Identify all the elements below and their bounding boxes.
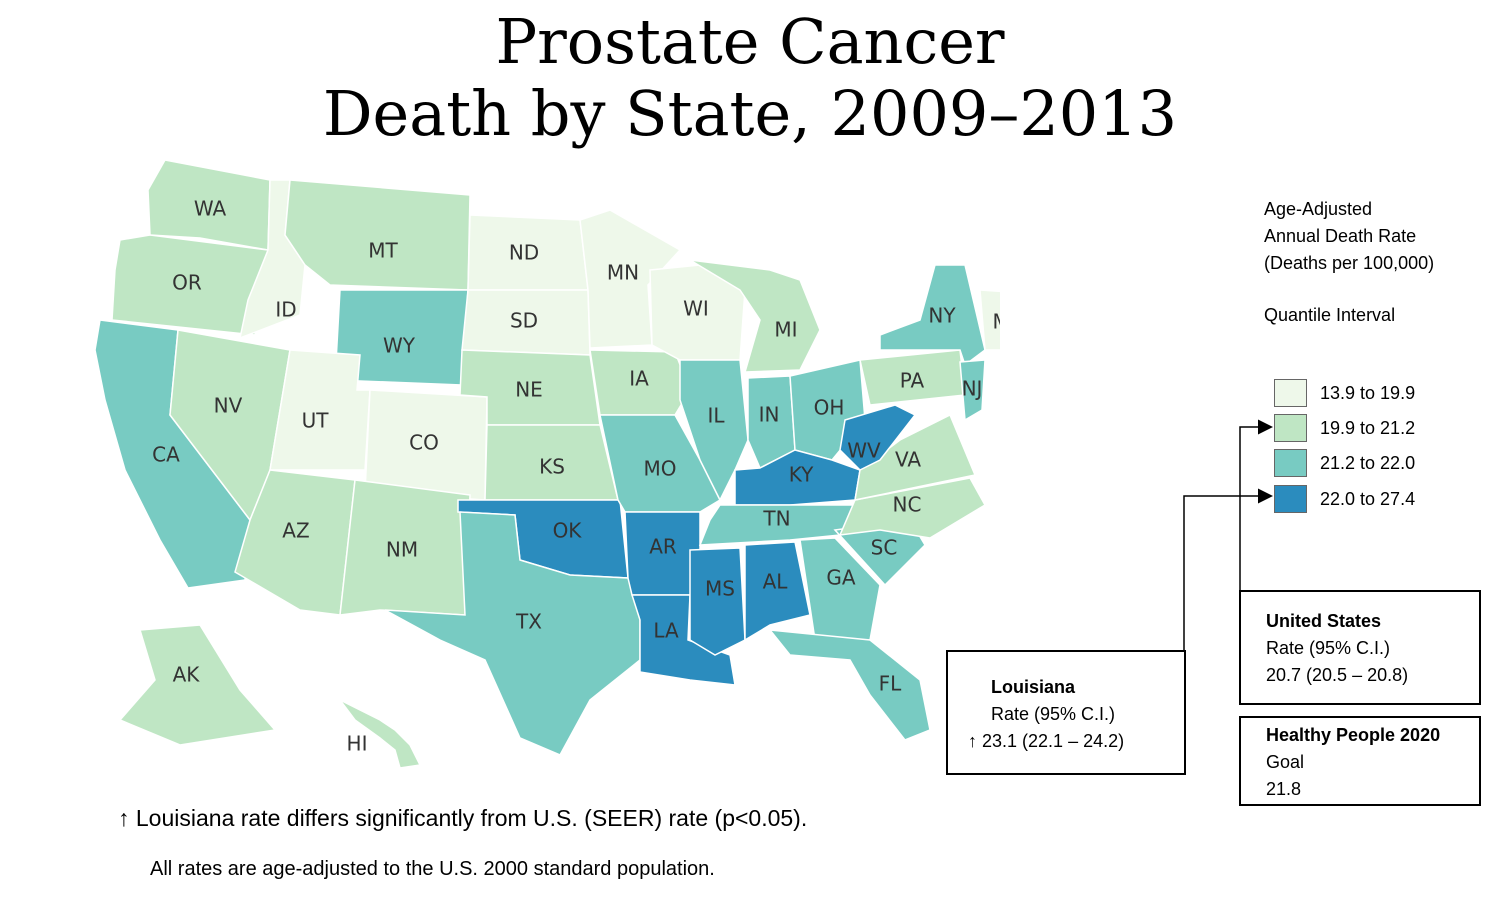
state-ms: [689, 547, 746, 656]
state-label-hi: HI: [347, 732, 368, 756]
state-label-wi: WI: [683, 297, 709, 321]
legend-swatch: [1274, 414, 1307, 442]
state-or: [111, 234, 269, 336]
state-label-ma: MA: [993, 310, 1000, 334]
map-title-line1: Prostate Cancer: [495, 5, 1005, 78]
legend-heading-1: Age-Adjusted: [1264, 199, 1373, 219]
state-fl: [768, 629, 931, 741]
state-label-il: IL: [707, 404, 725, 428]
state-label-ks: KS: [539, 455, 565, 479]
state-label-ca: CA: [152, 443, 180, 467]
hp-goal-value: 21.8: [1266, 779, 1302, 799]
state-label-nm: NM: [386, 538, 418, 562]
state-wv: [839, 404, 917, 471]
state-label-nc: NC: [893, 493, 922, 517]
state-mi: [689, 259, 821, 373]
state-label-mn: MN: [607, 261, 639, 285]
state-label-ia: IA: [629, 367, 649, 391]
legend-item: 13.9 to 19.9: [1274, 378, 1415, 408]
hp-name: Healthy People 2020: [1266, 725, 1441, 745]
state-label-id: ID: [275, 298, 296, 322]
state-label-ut: UT: [302, 409, 330, 433]
state-label-ak: AK: [173, 663, 201, 687]
state-label-nd: ND: [509, 241, 539, 265]
state-label-tn: TN: [762, 507, 790, 531]
louisiana-name: Louisiana: [991, 677, 1076, 697]
state-label-wy: WY: [383, 334, 416, 358]
legend-item-label: 19.9 to 21.2: [1320, 417, 1416, 438]
state-mt: [284, 179, 471, 291]
legend-item: 22.0 to 27.4: [1274, 484, 1415, 514]
state-label-az: AZ: [282, 519, 309, 543]
legend-item-label: 21.2 to 22.0: [1320, 452, 1416, 473]
us-arrow: [1239, 419, 1273, 590]
state-il: [679, 359, 749, 502]
legend-item: 21.2 to 22.0: [1274, 448, 1415, 478]
state-ak: [118, 624, 277, 746]
state-label-mo: MO: [644, 457, 677, 481]
state-label-fl: FL: [879, 672, 903, 696]
legend-item-label: 22.0 to 27.4: [1320, 488, 1416, 509]
state-label-va: VA: [895, 448, 921, 472]
state-label-ne: NE: [515, 378, 543, 402]
healthy-people-box: Healthy People 2020 Goal 21.8: [1239, 716, 1481, 806]
legend-item: 19.9 to 21.2: [1274, 413, 1415, 443]
legend-heading-3: (Deaths per 100,000): [1264, 253, 1435, 273]
louisiana-rate-value: ↑ 23.1 (22.1 – 24.2): [968, 731, 1125, 751]
hp-goal-label: Goal: [1266, 752, 1305, 772]
state-label-wa: WA: [194, 197, 227, 221]
legend-heading-2: Annual Death Rate: [1264, 226, 1417, 246]
state-ga: [799, 537, 881, 641]
state-label-tx: TX: [515, 610, 542, 634]
state-al: [744, 541, 811, 642]
us-name: United States: [1266, 611, 1382, 631]
state-label-in: IN: [759, 403, 780, 427]
state-label-la: LA: [653, 619, 679, 643]
state-label-nv: NV: [214, 394, 243, 418]
state-va: [854, 413, 977, 501]
state-label-ok: OK: [553, 519, 583, 543]
us-rate-label: Rate (95% C.I.): [1266, 638, 1391, 658]
state-ma: [979, 289, 1000, 351]
state-mo: [599, 414, 721, 513]
state-label-mt: MT: [368, 239, 398, 263]
state-label-ny: NY: [928, 304, 956, 328]
state-tx: [384, 511, 641, 756]
state-label-ga: GA: [826, 566, 855, 590]
map-title-line2: Death by State, 2009–2013: [322, 77, 1178, 150]
us-choropleth-map: WA OR CA ID NV MT WY UT CO AZ NM ND SD NE KS OK TX MN IA MO…: [94, 159, 1000, 769]
state-label-wv: WV: [847, 439, 881, 463]
legend-item-label: 13.9 to 19.9: [1320, 382, 1416, 403]
state-mn: [579, 209, 682, 349]
legend-swatch: [1274, 379, 1307, 407]
state-hi: [339, 699, 422, 769]
state-label-ky: KY: [789, 463, 814, 487]
us-rate-box: United States Rate (95% C.I.) 20.7 (20.5…: [1239, 590, 1481, 705]
us-rate-value: 20.7 (20.5 – 20.8): [1266, 665, 1409, 685]
legend-interval-label: Quantile Interval: [1264, 305, 1396, 325]
state-label-nj: NJ: [962, 377, 983, 401]
state-nj: [959, 359, 986, 422]
state-label-oh: OH: [814, 396, 845, 420]
louisiana-rate-label: Rate (95% C.I.): [991, 704, 1116, 724]
state-nc: [838, 477, 987, 539]
louisiana-rate-box: Louisiana Rate (95% C.I.) ↑ 23.1 (22.1 –…: [946, 650, 1186, 775]
state-label-sc: SC: [871, 536, 898, 560]
legend-swatch: [1274, 485, 1307, 513]
state-label-pa: PA: [900, 369, 925, 393]
state-label-mi: MI: [774, 318, 797, 342]
standard-population-footnote: All rates are age-adjusted to the U.S. 2…: [150, 858, 715, 880]
state-label-ms: MS: [705, 577, 735, 601]
state-label-al: AL: [763, 570, 789, 594]
significance-footnote: ↑ Louisiana rate differs significantly f…: [118, 805, 808, 831]
state-label-sd: SD: [510, 309, 538, 333]
state-label-co: CO: [409, 431, 439, 455]
state-label-or: OR: [172, 271, 202, 295]
legend-swatch: [1274, 449, 1307, 477]
state-label-ar: AR: [649, 535, 677, 559]
